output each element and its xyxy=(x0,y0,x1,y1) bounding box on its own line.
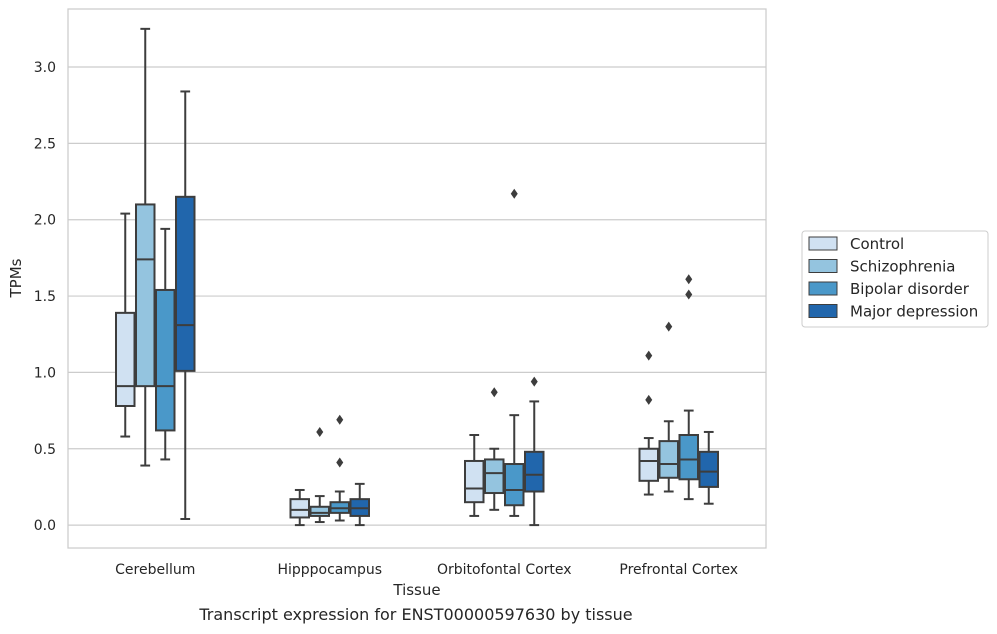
box-body xyxy=(638,447,659,482)
legend-frame xyxy=(801,230,989,328)
figure-caption: Transcript expression for ENST0000059763… xyxy=(199,605,633,624)
outlier-point xyxy=(316,426,324,437)
x-tick-label: Prefrontal Cortex xyxy=(619,562,738,578)
box-1-1 xyxy=(309,426,330,524)
box-body xyxy=(484,458,505,495)
legend-swatch xyxy=(808,281,838,296)
legend: Control Schizophrenia Bipolar disorder Majo… xyxy=(801,230,989,328)
outlier-point xyxy=(645,350,653,361)
x-tick-labels: Cerebellum Hipppocampus Orbitofontal Corte… xyxy=(115,562,738,578)
box-3-2 xyxy=(678,274,699,501)
y-axis-label: TPMs xyxy=(7,258,25,298)
x-tick-label: Orbitofontal Cortex xyxy=(437,562,572,578)
legend-label: Bipolar disorder xyxy=(850,280,970,298)
y-tick-label: 1.5 xyxy=(34,289,56,305)
legend-swatch xyxy=(808,236,838,251)
outlier-point xyxy=(336,457,344,468)
box-1-2 xyxy=(329,414,350,522)
x-tick-label: Cerebellum xyxy=(115,562,195,578)
outlier-point xyxy=(665,321,673,332)
y-tick-labels: 0.0 0.5 1.0 1.5 2.0 2.5 3.0 xyxy=(34,60,56,534)
box-body xyxy=(115,311,136,407)
box-0-0 xyxy=(115,212,136,438)
box-0-3 xyxy=(175,90,196,520)
x-axis-label: Tissue xyxy=(392,581,440,599)
box-3-3 xyxy=(698,430,719,505)
outlier-point xyxy=(510,188,518,199)
box-body xyxy=(135,203,156,388)
outlier-point xyxy=(685,289,693,300)
y-tick-label: 0.5 xyxy=(34,442,56,458)
outlier-point xyxy=(685,274,693,285)
box-2-1 xyxy=(484,387,505,511)
box-body xyxy=(678,434,699,481)
y-tick-label: 2.5 xyxy=(34,136,56,152)
box-body xyxy=(155,288,176,432)
box-1-3 xyxy=(349,482,370,527)
box-1-0 xyxy=(289,488,310,527)
legend-swatch xyxy=(808,304,838,318)
box-body xyxy=(175,195,196,372)
y-tick-label: 3.0 xyxy=(34,60,56,76)
box-2-2 xyxy=(504,188,525,517)
box-body xyxy=(524,450,545,493)
box-3-1 xyxy=(658,321,679,493)
legend-label: Major depression xyxy=(850,303,978,321)
legend-label: Control xyxy=(850,235,904,253)
legend-swatch xyxy=(808,259,838,273)
box-groups xyxy=(115,27,719,527)
box-body xyxy=(289,498,310,519)
box-0-2 xyxy=(155,227,176,461)
box-body xyxy=(309,505,330,517)
box-0-1 xyxy=(135,27,156,467)
box-body xyxy=(658,440,679,479)
outlier-point xyxy=(336,414,344,425)
outlier-point xyxy=(530,376,538,387)
y-tick-label: 2.0 xyxy=(34,213,56,229)
box-3-0 xyxy=(638,350,659,496)
y-tick-label: 1.0 xyxy=(34,365,56,381)
outlier-point xyxy=(645,394,653,405)
box-2-3 xyxy=(524,376,545,527)
legend-label: Schizophrenia xyxy=(850,258,955,276)
x-tick-label: Hipppocampus xyxy=(277,562,382,578)
box-body xyxy=(504,463,525,507)
box-body xyxy=(698,450,719,488)
box-2-0 xyxy=(464,434,485,517)
box-body xyxy=(464,459,485,504)
outlier-point xyxy=(490,387,498,398)
y-tick-label: 0.0 xyxy=(34,518,56,534)
